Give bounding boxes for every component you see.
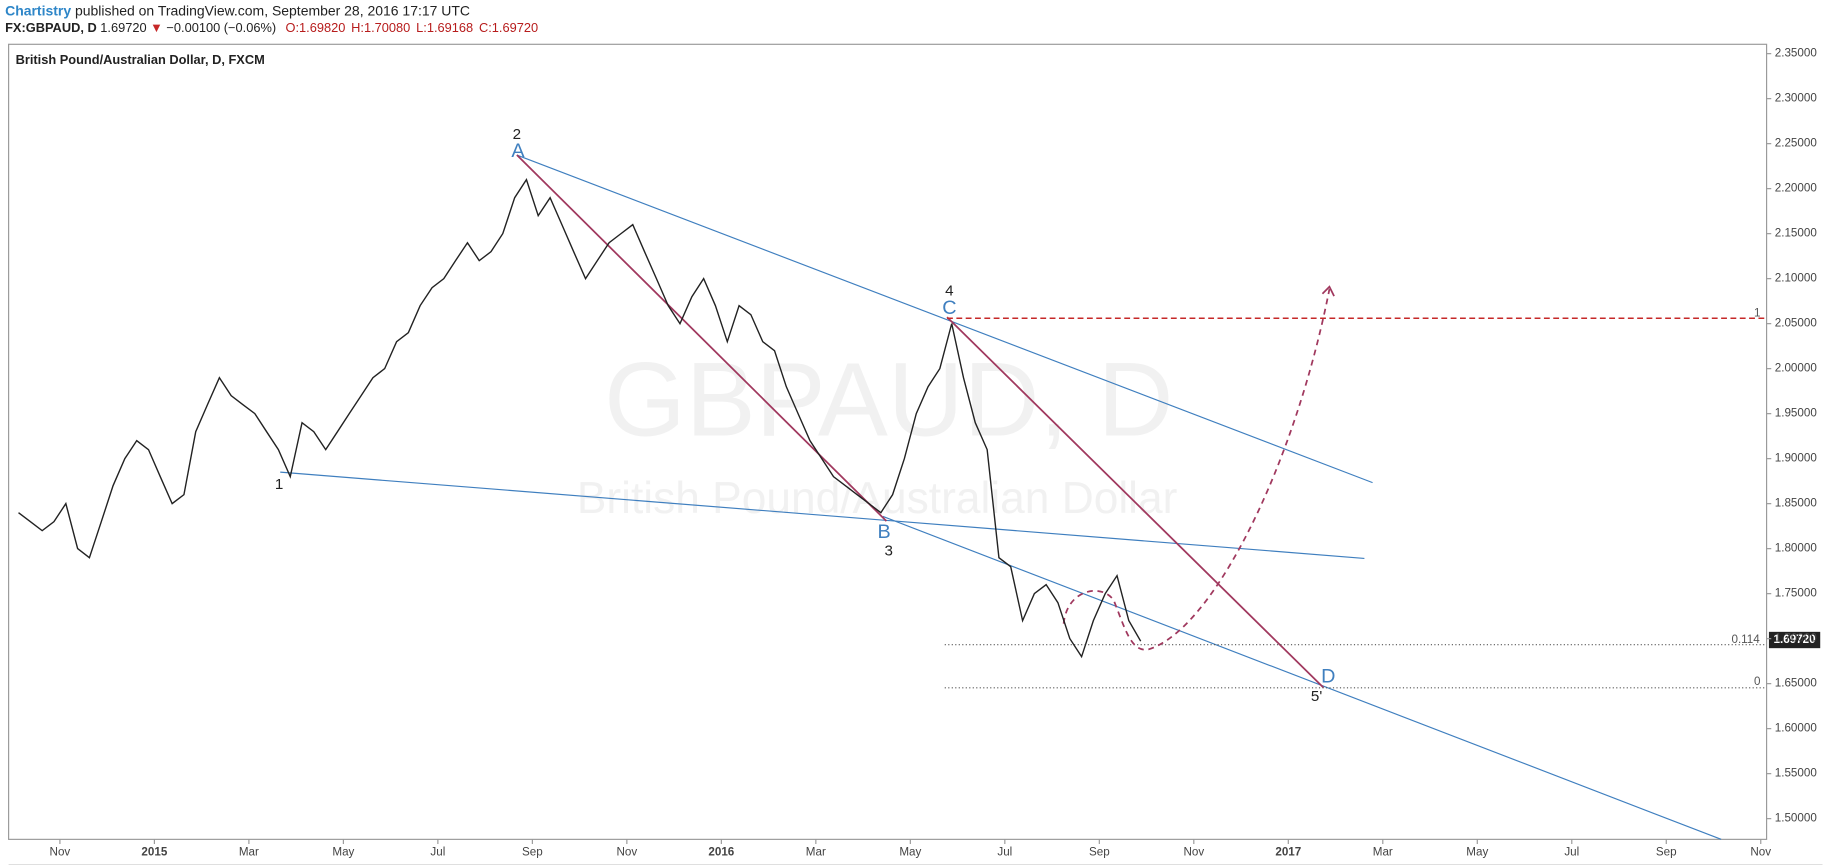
author[interactable]: Chartistry: [5, 2, 71, 18]
header-line: Chartistry published on TradingView.com,…: [5, 2, 470, 18]
y-tick-label: 2.00000: [1775, 362, 1818, 375]
drawings: [280, 154, 1767, 840]
arrow-head: [1321, 285, 1335, 297]
annotation: 1: [1754, 307, 1760, 320]
quote-open: O:1.69820: [286, 21, 346, 36]
quote-high: H:1.70080: [351, 21, 410, 36]
y-tick-label: 1.85000: [1775, 497, 1818, 510]
x-tick-label: Nov: [1183, 845, 1204, 858]
y-tick-label: 1.95000: [1775, 407, 1818, 420]
y-tick-label: 1.55000: [1775, 767, 1818, 780]
annotation: 0: [1754, 675, 1761, 688]
y-tick-label: 1.60000: [1775, 722, 1818, 735]
x-tick-label: Sep: [1656, 845, 1677, 858]
pattern-line: [946, 316, 1325, 689]
y-tick-label: 1.50000: [1775, 812, 1818, 825]
trend-line: [516, 154, 1373, 484]
annotation: 1: [275, 476, 283, 493]
x-tick-label: Mar: [239, 845, 259, 858]
x-tick-label: Jul: [430, 845, 445, 858]
published: published on TradingView.com, September …: [71, 2, 470, 18]
quote-close: C:1.69720: [479, 21, 538, 36]
x-tick-label: 2015: [141, 845, 167, 858]
annotation: B: [877, 521, 890, 543]
annotation: 5': [1311, 688, 1322, 705]
projection-path: [1062, 288, 1331, 651]
watermark-subtitle: British Pound/Australian Dollar: [577, 474, 1178, 523]
y-tick-label: 2.15000: [1775, 227, 1818, 240]
symbol: FX:GBPAUD, D: [5, 21, 97, 36]
y-tick-label: 1.80000: [1775, 542, 1818, 555]
y-tick-label: 1.70000: [1775, 632, 1818, 645]
x-tick-label: Jul: [997, 845, 1012, 858]
price-series: [18, 178, 1142, 659]
x-tick-label: May: [1466, 845, 1488, 858]
x-tick-label: Sep: [522, 845, 543, 858]
price-line: [18, 178, 1142, 659]
y-tick-label: 2.20000: [1775, 182, 1818, 195]
y-tick-label: 1.75000: [1775, 587, 1818, 600]
price-tag-label: 1.69720: [1774, 633, 1816, 646]
watermark: GBPAUD, D: [604, 342, 1173, 459]
x-tick-label: Mar: [1373, 845, 1393, 858]
x-tick-label: May: [899, 845, 921, 858]
annotation: D: [1321, 666, 1335, 688]
x-tick-label: May: [332, 845, 354, 858]
y-tick-label: 2.10000: [1775, 272, 1818, 285]
pattern-line: [516, 154, 888, 522]
y-tick-label: 2.05000: [1775, 317, 1818, 330]
annotation: 2: [513, 126, 521, 143]
trend-line: [280, 471, 1365, 559]
x-tick-label: Nov: [617, 845, 638, 858]
y-tick-label: 1.90000: [1775, 452, 1818, 465]
x-tick-label: 2016: [708, 845, 734, 858]
annotation: 4: [945, 282, 953, 299]
trend-line: [882, 515, 1722, 840]
quote-low: L:1.69168: [416, 21, 473, 36]
plot-frame: [8, 43, 1768, 840]
annotation: C: [942, 297, 956, 319]
last: 1.69720: [100, 21, 146, 36]
annotation: A: [511, 140, 525, 162]
chart-title: British Pound/Australian Dollar, D, FXCM: [16, 52, 265, 67]
y-tick-label: 1.65000: [1775, 677, 1818, 690]
quote-line: FX:GBPAUD, D 1.69720 ▼ −0.00100 (−0.06%)…: [5, 21, 538, 36]
down-arrow: ▼: [147, 21, 167, 36]
x-tick-label: Mar: [806, 845, 826, 858]
x-tick-label: Sep: [1089, 845, 1110, 858]
change: −0.00100 (−0.06%): [166, 21, 276, 36]
annotation: 3: [885, 542, 893, 559]
x-tick-label: Nov: [1750, 845, 1771, 858]
y-tick-label: 2.35000: [1775, 47, 1818, 60]
x-tick-label: 2017: [1275, 845, 1301, 858]
x-tick-label: Nov: [50, 845, 71, 858]
y-tick-label: 2.25000: [1775, 137, 1818, 150]
x-tick-label: Jul: [1564, 845, 1579, 858]
y-tick-label: 2.30000: [1775, 92, 1818, 105]
price-tag: [1768, 631, 1821, 649]
annotation: 0.114: [1731, 633, 1760, 646]
